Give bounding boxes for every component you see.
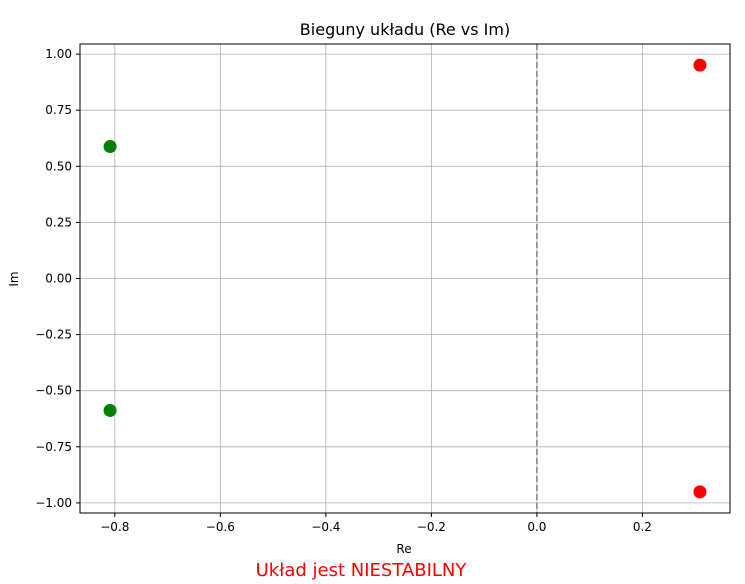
pole-point	[103, 403, 117, 417]
pole-point	[693, 485, 707, 499]
y-tick-label: −1.00	[35, 496, 72, 510]
x-axis-ticks: −0.8 −0.6 −0.4 −0.2 0.0 0.2	[100, 513, 652, 534]
y-tick-label: −0.25	[35, 328, 72, 342]
x-tick-label: −0.2	[417, 520, 446, 534]
y-axis-label: Im	[7, 271, 21, 286]
y-tick-label: 1.00	[45, 47, 72, 61]
x-tick-label: −0.4	[311, 520, 340, 534]
x-axis-label: Re	[396, 542, 411, 556]
y-tick-label: 0.50	[45, 159, 72, 173]
x-tick-label: −0.6	[206, 520, 235, 534]
chart-title: Bieguny układu (Re vs Im)	[300, 20, 510, 39]
data-points	[103, 58, 707, 499]
y-tick-label: 0.00	[45, 272, 72, 286]
y-axis-ticks: 1.00 0.75 0.50 0.25 0.00 −0.25 −0.50 −0.75 −1.00	[35, 47, 80, 510]
pole-point	[103, 140, 117, 154]
y-tick-label: 0.25	[45, 215, 72, 229]
pole-point	[693, 58, 707, 72]
x-tick-label: 0.0	[527, 520, 546, 534]
y-tick-label: 0.75	[45, 103, 72, 117]
x-tick-label: 0.2	[633, 520, 652, 534]
stability-status-text: Układ jest NIESTABILNY	[255, 560, 467, 581]
y-tick-label: −0.75	[35, 440, 72, 454]
y-tick-label: −0.50	[35, 384, 72, 398]
x-tick-label: −0.8	[100, 520, 129, 534]
